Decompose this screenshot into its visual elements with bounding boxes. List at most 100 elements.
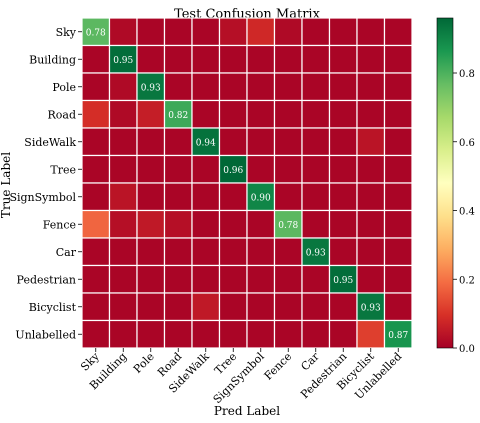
heatmap-cell	[246, 99, 276, 129]
heatmap-cell	[163, 292, 193, 322]
heatmap-cell	[356, 209, 386, 239]
heatmap-cell	[136, 44, 166, 74]
y-tick-labels: Sky Building Pole Road SideWalk Tree SignSymbo…	[9, 26, 82, 341]
heatmap-cell	[356, 292, 386, 322]
heatmap-cell	[81, 182, 111, 212]
y-tick-label: Tree	[50, 163, 76, 176]
heatmap-cell	[301, 154, 331, 184]
heatmap-cell	[136, 319, 166, 349]
colorbar-ticks: 0.0 0.2 0.4 0.6 0.8	[453, 69, 475, 355]
x-tick-label: SignSymbol	[211, 350, 268, 407]
heatmap-cell	[356, 44, 386, 74]
heatmap-cell	[246, 237, 276, 267]
heatmap-cell	[273, 237, 303, 267]
cell-value-label: 0.82	[168, 111, 188, 121]
heatmap-cell	[108, 319, 138, 349]
heatmap-cell	[108, 99, 138, 129]
heatmap-cell	[356, 72, 386, 102]
cell-value-label: 0.93	[141, 83, 161, 93]
heatmap-cell	[218, 154, 248, 184]
heatmap-cell	[356, 17, 386, 47]
heatmap-cell	[191, 17, 221, 47]
heatmap-cell	[328, 292, 358, 322]
heatmap-cell	[163, 17, 193, 47]
heatmap-cell	[81, 319, 111, 349]
cell-value-label: 0.96	[223, 166, 243, 176]
heatmap-cell	[383, 292, 413, 322]
heatmap-cell	[273, 127, 303, 157]
heatmap-cell	[301, 127, 331, 157]
heatmap-cell	[163, 44, 193, 74]
heatmap-cell	[218, 292, 248, 322]
heatmap-cell	[383, 182, 413, 212]
heatmap-cell	[218, 319, 248, 349]
cell-value-label: 0.90	[251, 193, 271, 203]
heatmap-cell	[273, 264, 303, 294]
heatmap-cell	[163, 237, 193, 267]
heatmap-cell	[81, 154, 111, 184]
cell-value-label: 0.93	[361, 303, 381, 313]
heatmap-cell	[108, 127, 138, 157]
heatmap-cell	[328, 319, 358, 349]
heatmap-cell	[328, 182, 358, 212]
heatmap-cell	[136, 292, 166, 322]
x-tick-label: Pole	[131, 350, 157, 376]
heatmap-cell	[328, 44, 358, 74]
heatmap-cell	[301, 264, 331, 294]
heatmap-cell	[273, 72, 303, 102]
heatmap-cell	[356, 237, 386, 267]
y-tick-label: SideWalk	[24, 136, 76, 149]
heatmap-cell	[301, 17, 331, 47]
heatmap-cell	[81, 99, 111, 129]
cell-value-label: 0.93	[306, 248, 326, 258]
heatmap-cell	[328, 72, 358, 102]
heatmap-cell	[218, 72, 248, 102]
heatmap-cell	[246, 44, 276, 74]
y-tick-label: Unlabelled	[15, 328, 76, 341]
y-tick-label: Fence	[43, 218, 76, 231]
heatmap-cell	[108, 237, 138, 267]
heatmap-cell	[301, 319, 331, 349]
y-tick-label: Sky	[56, 26, 77, 39]
heatmap-cell	[356, 264, 386, 294]
heatmap-cell	[163, 154, 193, 184]
heatmap-cell	[301, 292, 331, 322]
heatmap-cell	[191, 264, 221, 294]
y-tick-label: Pole	[52, 81, 76, 94]
cell-annotations: 0.78 0.95 0.93 0.82 0.94 0.96 0.90 0.78 0.93 0.95…	[86, 28, 409, 341]
heatmap-cell	[218, 182, 248, 212]
x-axis-label: Pred Label	[214, 404, 280, 418]
heatmap-cell	[218, 209, 248, 239]
colorbar-tick-label: 0.0	[459, 344, 475, 355]
heatmap-cell	[108, 182, 138, 212]
heatmap-cell	[136, 154, 166, 184]
cell-value-label: 0.78	[278, 221, 298, 231]
heatmap-cell	[273, 292, 303, 322]
heatmap-cell	[108, 264, 138, 294]
heatmap-cell	[108, 17, 138, 47]
colorbar-tick-label: 0.4	[459, 207, 475, 218]
heatmap-cell	[328, 237, 358, 267]
heatmap-cell	[301, 182, 331, 212]
heatmap-cell	[273, 182, 303, 212]
y-tick-label: Building	[29, 53, 76, 66]
heatmap-cell	[191, 44, 221, 74]
heatmap-cell	[383, 154, 413, 184]
heatmap-cell	[301, 72, 331, 102]
heatmap-cell	[273, 154, 303, 184]
heatmap-cell	[218, 264, 248, 294]
y-tick-label: Road	[47, 108, 76, 121]
heatmap-cell	[163, 209, 193, 239]
heatmap-cell	[356, 99, 386, 129]
heatmap-cell	[163, 127, 193, 157]
y-tick-label: Pedestrian	[17, 273, 76, 286]
heatmap-cell	[136, 127, 166, 157]
heatmap-cell	[136, 209, 166, 239]
heatmap-cells	[81, 17, 413, 349]
heatmap-cell	[383, 44, 413, 74]
heatmap-cell	[356, 154, 386, 184]
heatmap-cell	[273, 319, 303, 349]
heatmap-cell	[191, 182, 221, 212]
